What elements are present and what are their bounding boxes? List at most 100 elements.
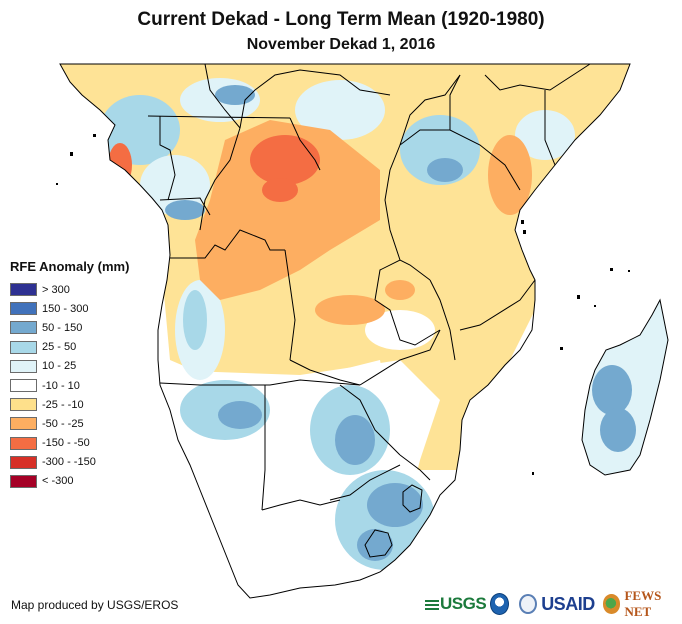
legend-item: 150 - 300 — [10, 299, 129, 318]
anomaly-zone-wet-congo — [140, 155, 210, 215]
legend-item: -150 - -50 — [10, 434, 129, 453]
anomaly-zone-dry-zambia — [315, 295, 385, 325]
legend-label: -25 - -10 — [42, 398, 84, 411]
border-segment — [459, 279, 536, 331]
border-segment — [329, 464, 401, 501]
legend-label: > 300 — [42, 283, 70, 296]
anomaly-zone-wet-mozambique — [365, 310, 435, 350]
legend-label: -10 - 10 — [42, 379, 80, 392]
border-segment — [284, 249, 296, 361]
map-credit: Map produced by USGS/EROS — [11, 598, 179, 612]
fews-net-logo: FEWS NET — [624, 588, 662, 619]
border-segment — [484, 63, 591, 91]
border-segment — [199, 127, 241, 231]
island — [93, 134, 96, 137]
anomaly-zone-dry-gabon-coast — [108, 143, 132, 187]
anomaly-zone-wet-car-core — [215, 85, 255, 105]
border-segment — [544, 90, 556, 166]
legend-swatch — [10, 340, 37, 354]
border-segment — [374, 299, 441, 346]
border-segment — [289, 117, 321, 171]
legend-swatch — [10, 379, 37, 393]
island — [610, 268, 613, 271]
map-subtitle: November Dekad 1, 2016 — [246, 36, 436, 53]
island — [523, 230, 526, 234]
border-segment — [359, 329, 441, 386]
legend-swatch — [10, 398, 37, 412]
anomaly-zone-wet-angola — [183, 290, 207, 350]
usaid-seal-icon — [519, 594, 538, 614]
anomaly-zone-dry-zambia-north — [385, 280, 415, 300]
legend-label: 150 - 300 — [42, 302, 89, 315]
island — [532, 472, 534, 475]
legend-swatch — [10, 436, 37, 450]
legend-swatch — [10, 283, 37, 297]
legend-label: -50 - -25 — [42, 417, 84, 430]
legend-swatch — [10, 417, 37, 431]
anomaly-zone-wet-south-sudan — [295, 80, 385, 140]
legend-label: -300 - -150 — [42, 456, 96, 469]
legend-swatch — [10, 321, 37, 335]
legend-item: 25 - 50 — [10, 338, 129, 357]
border-segment — [399, 74, 461, 146]
noaa-logo — [490, 593, 510, 615]
anomaly-zone-dry-kenya — [488, 135, 532, 215]
island — [56, 183, 58, 185]
legend: RFE Anomaly (mm) > 300 150 - 300 50 - 150 2… — [10, 259, 129, 491]
madagascar — [581, 298, 669, 476]
anomaly-zone-dry-drc — [195, 120, 380, 300]
anomaly-zone-wet-namibia-core — [218, 401, 262, 429]
border-segment — [204, 63, 241, 129]
island — [560, 347, 563, 350]
fews-net-globe-icon — [602, 594, 621, 614]
legend-item: 50 - 150 — [10, 318, 129, 337]
border-segment — [339, 384, 401, 456]
legend-swatch — [10, 302, 37, 316]
border-segment — [170, 229, 285, 259]
anomaly-zone-very-dry-drc — [250, 135, 320, 185]
border-segment — [159, 197, 211, 216]
border-segment — [402, 484, 423, 513]
border-segment — [364, 529, 393, 558]
small-islands — [56, 134, 630, 475]
border-segment — [239, 69, 391, 129]
usgs-logo-text: USGS — [440, 594, 487, 613]
mainland-africa — [59, 63, 631, 599]
usgs-waves-icon — [425, 598, 439, 610]
legend-swatch — [10, 455, 37, 469]
anomaly-zone-wet-lesotho — [357, 529, 393, 561]
border-segment — [399, 454, 431, 481]
anomaly-zone-wet-madagascar-2 — [600, 408, 636, 452]
legend-item: < -300 — [10, 472, 129, 491]
border-segment — [261, 385, 266, 511]
border-segment — [261, 499, 341, 511]
legend-item: > 300 — [10, 280, 129, 299]
legend-label: 50 - 150 — [42, 321, 83, 334]
legend-item: -25 - -10 — [10, 395, 129, 414]
usaid-logo: USAID — [541, 593, 595, 614]
border-segment — [449, 74, 461, 130]
legend-label: < -300 — [42, 475, 74, 488]
border-segment — [159, 379, 361, 386]
border-segment — [399, 129, 521, 191]
border-segment — [429, 279, 456, 361]
legend-item: -300 - -150 — [10, 453, 129, 472]
legend-item: 10 - 25 — [10, 357, 129, 376]
island — [594, 305, 596, 307]
legend-label: -150 - -50 — [42, 437, 90, 450]
border-segment — [159, 116, 176, 201]
anomaly-zone-wet-uganda-core — [427, 158, 463, 182]
anomaly-zone-wet-congo-core — [165, 200, 205, 220]
legend-item: -50 - -25 — [10, 414, 129, 433]
legend-label: 10 - 25 — [42, 360, 77, 373]
country-borders — [147, 63, 591, 558]
border-segment — [289, 359, 361, 386]
usgs-logo: USGS — [425, 594, 487, 614]
legend-label: 25 - 50 — [42, 341, 77, 354]
legend-item: -10 - 10 — [10, 376, 129, 395]
anomaly-zone-wet-botswana-core — [335, 415, 375, 465]
logo-bar: USGS USAID FEWS NET — [425, 588, 682, 620]
anomaly-fields-mainland — [60, 64, 630, 598]
map-title: Current Dekad - Long Term Mean (1920-198… — [137, 9, 545, 30]
anomaly-zone-wet-south-africa-core — [367, 483, 423, 527]
